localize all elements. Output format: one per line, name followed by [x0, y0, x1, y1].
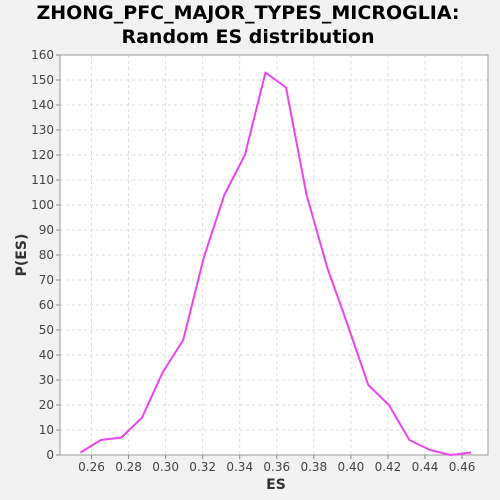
y-axis-label: P(ES) — [14, 234, 30, 277]
x-axis-label: ES — [266, 477, 286, 493]
y-tick-label: 40 — [39, 348, 54, 362]
y-tick-label: 50 — [39, 323, 54, 337]
x-tick-label: 0.32 — [189, 460, 216, 474]
x-tick-label: 0.34 — [226, 460, 253, 474]
y-tick-label: 80 — [39, 248, 54, 262]
x-tick-label: 0.42 — [375, 460, 402, 474]
y-tick-label: 0 — [46, 448, 54, 462]
axes: 0 10 20 30 40 50 60 70 80 90 100 110 120 130 140 150 160… — [31, 48, 489, 474]
y-tick-label: 120 — [31, 148, 54, 162]
x-tick-label: 0.38 — [300, 460, 327, 474]
chart-title-line-2: Random ES distribution — [121, 26, 374, 48]
series-line — [79, 71, 472, 456]
y-tick-label: 160 — [31, 48, 54, 62]
y-tick-label: 30 — [39, 373, 54, 387]
y-tick-label: 140 — [31, 98, 54, 112]
x-tick-label: 0.46 — [449, 460, 476, 474]
y-tick-label: 10 — [39, 423, 54, 437]
x-tick-label: 0.30 — [152, 460, 179, 474]
x-tick-label: 0.36 — [263, 460, 290, 474]
y-tick-label: 130 — [31, 123, 54, 137]
y-tick-label: 100 — [31, 198, 54, 212]
x-tick-label: 0.28 — [115, 460, 142, 474]
y-tick-label: 110 — [31, 173, 54, 187]
x-tick-label: 0.44 — [412, 460, 439, 474]
y-tick-label: 60 — [39, 298, 54, 312]
y-tick-label: 150 — [31, 73, 54, 87]
y-tick-label: 70 — [39, 273, 54, 287]
plot-area — [60, 55, 488, 455]
x-tick-label: 0.40 — [338, 460, 365, 474]
y-tick-label: 90 — [39, 223, 54, 237]
series-layer — [79, 71, 472, 456]
y-tick-label: 20 — [39, 398, 54, 412]
x-tick-label: 0.26 — [78, 460, 105, 474]
chart-title-line-1: ZHONG_PFC_MAJOR_TYPES_MICROGLIA: — [36, 2, 459, 24]
